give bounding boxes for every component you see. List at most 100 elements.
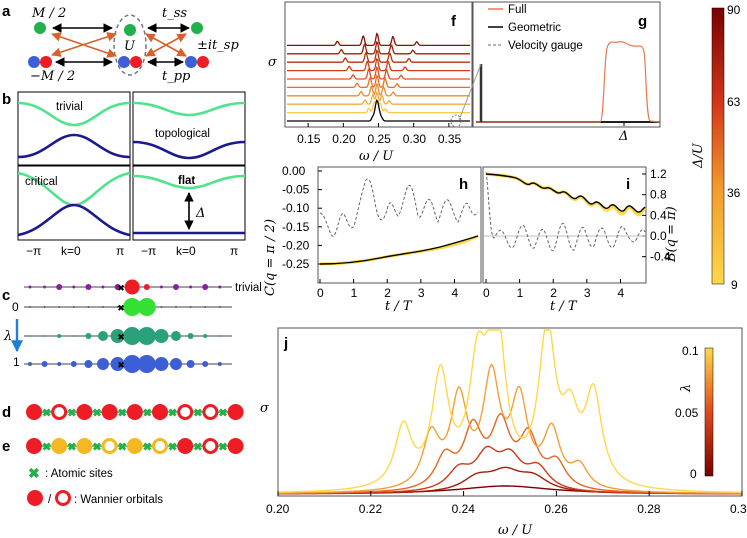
c-chain-site bbox=[189, 285, 193, 289]
c-chain-site bbox=[173, 284, 179, 290]
h-xtick-label: 1 bbox=[351, 286, 358, 300]
j-xtick-label: 0.28 bbox=[637, 502, 661, 516]
h-xtick-label: 2 bbox=[384, 286, 391, 300]
atomic-sites-text: : Atomic sites bbox=[45, 468, 113, 480]
h-full-trace bbox=[319, 234, 479, 266]
g-zoom-line bbox=[458, 63, 482, 121]
c-chain-site bbox=[202, 284, 209, 290]
panel-i-label: i bbox=[626, 176, 630, 193]
wannier-filled bbox=[26, 404, 42, 420]
c-chain-site bbox=[72, 335, 75, 337]
panel-f-label: f bbox=[451, 13, 457, 30]
h-xtick-label: 3 bbox=[418, 286, 425, 300]
trivial-label: trivial bbox=[56, 101, 83, 113]
i-geometric-trace bbox=[485, 173, 646, 213]
band-flat-upper bbox=[132, 174, 246, 190]
g-frame bbox=[472, 1, 661, 128]
h-ticks: 0.00 -0.05 -0.10 -0.15 -0.20 -0.25 0 1 2 3 4 bbox=[282, 164, 458, 300]
lambda-label: λ bbox=[679, 384, 694, 393]
h-xtick-label: 0 bbox=[317, 286, 324, 300]
band-box-critical bbox=[17, 165, 131, 241]
j-xlabel: ω / U bbox=[498, 523, 533, 538]
i-xlabel: t / T bbox=[550, 299, 578, 314]
band-topo-lower bbox=[132, 140, 246, 160]
c-chain-site bbox=[98, 331, 108, 341]
c-chain-site bbox=[87, 306, 90, 308]
panel-e-label: e bbox=[2, 438, 10, 455]
f-spectrum-trace bbox=[287, 91, 470, 105]
f-ticks: 0.15 0.20 0.25 0.30 0.35 bbox=[297, 123, 462, 146]
f-xtick-label: 0.35 bbox=[438, 132, 462, 146]
topological-label: topological bbox=[155, 128, 210, 140]
wannier-open bbox=[202, 404, 219, 420]
c-chain-site bbox=[41, 361, 48, 367]
wannier-slash: / bbox=[48, 494, 52, 506]
cbar-label: Δ/U bbox=[691, 142, 706, 169]
wannier-filled bbox=[227, 404, 244, 420]
c-chain-site bbox=[43, 335, 46, 337]
j-spectrum-trace bbox=[278, 329, 742, 493]
c-chain-site bbox=[217, 362, 222, 366]
c-chain-site bbox=[218, 335, 221, 337]
c-chain-site bbox=[29, 335, 31, 337]
panel-j-label: j bbox=[283, 335, 288, 352]
panel-a: a M / 2 −M / 2 U t_ss t_pp ±it_sp bbox=[2, 3, 239, 84]
atomic-site: ✖ bbox=[218, 442, 227, 454]
panel-d: d ✖ ✖ ✖ ✖ ✖ ✖ ✖ ✖ bbox=[2, 404, 244, 421]
top-left-energy: M / 2 bbox=[31, 6, 66, 21]
c-chain-site bbox=[204, 306, 207, 308]
j-xtick-label: 0.26 bbox=[544, 502, 568, 516]
critical-label: critical bbox=[25, 176, 58, 188]
j-traces bbox=[278, 329, 743, 495]
delta-colorbar-gradient bbox=[711, 7, 725, 285]
t-pp-label: t_pp bbox=[162, 69, 191, 84]
c-chain-site bbox=[189, 306, 192, 308]
h-ytick-label: -0.10 bbox=[282, 201, 310, 215]
c-chain-site bbox=[116, 306, 119, 308]
j-xtick-label: 0.22 bbox=[359, 502, 383, 516]
g-full-trace bbox=[476, 41, 661, 123]
c-chain-site bbox=[154, 357, 169, 371]
orbital-p-center bbox=[118, 56, 142, 68]
c-chain-site bbox=[159, 285, 163, 289]
j-ticks: 0.20 0.22 0.24 0.26 0.28 0.30 bbox=[266, 491, 747, 516]
f-spectrum-trace bbox=[287, 40, 470, 55]
h-ylabel: C(q = π / 2) bbox=[263, 219, 278, 296]
c-chain-site bbox=[218, 306, 221, 308]
atomic-site: ✖ bbox=[143, 442, 152, 454]
b-tick-zero-r: k=0 bbox=[176, 244, 196, 258]
hop-sp-right-b bbox=[145, 33, 187, 57]
j-xtick-label: 0.24 bbox=[452, 502, 476, 516]
wannier-filled bbox=[177, 438, 194, 454]
i-velocity-trace bbox=[485, 171, 646, 252]
i-ylabel: B(q = π) bbox=[664, 206, 679, 263]
j-ylabel: σ bbox=[260, 401, 270, 416]
panel-c-label: c bbox=[2, 287, 10, 304]
i-ytick-label: 0.4 bbox=[650, 208, 667, 222]
band-topo-upper bbox=[132, 101, 246, 117]
c-chain-site bbox=[110, 357, 125, 371]
wannier-filled bbox=[126, 438, 143, 454]
atomic-site-marker: ✖ bbox=[28, 465, 40, 481]
j-xtick-label: 0.20 bbox=[266, 502, 290, 516]
atomic-site: ✖ bbox=[143, 408, 152, 420]
c-chain-site bbox=[123, 298, 142, 316]
c-chain-site bbox=[137, 298, 156, 316]
atomic-site: ✖ bbox=[67, 408, 76, 420]
f-xlabel: ω / U bbox=[359, 149, 394, 164]
lambda-tick-mid: 0.05 bbox=[675, 406, 699, 420]
i-xtick-label: 4 bbox=[617, 286, 624, 300]
c-chain-site bbox=[218, 285, 222, 289]
band-box-flat bbox=[132, 165, 246, 241]
b-tick-zero-l: k=0 bbox=[61, 244, 81, 258]
i-ytick-label: -0.4 bbox=[650, 250, 671, 264]
panel-g-label: g bbox=[638, 13, 647, 30]
lambda-tick-max: 0.1 bbox=[682, 344, 699, 358]
f-xtick-label: 0.15 bbox=[297, 132, 321, 146]
c-chain-site bbox=[57, 334, 62, 338]
c-chain-center-mark: ✖ bbox=[117, 283, 125, 293]
c-chain-site bbox=[102, 306, 104, 308]
site-s-left bbox=[34, 22, 46, 34]
c-chain-site bbox=[85, 284, 92, 290]
band-critical-lower bbox=[17, 203, 131, 237]
